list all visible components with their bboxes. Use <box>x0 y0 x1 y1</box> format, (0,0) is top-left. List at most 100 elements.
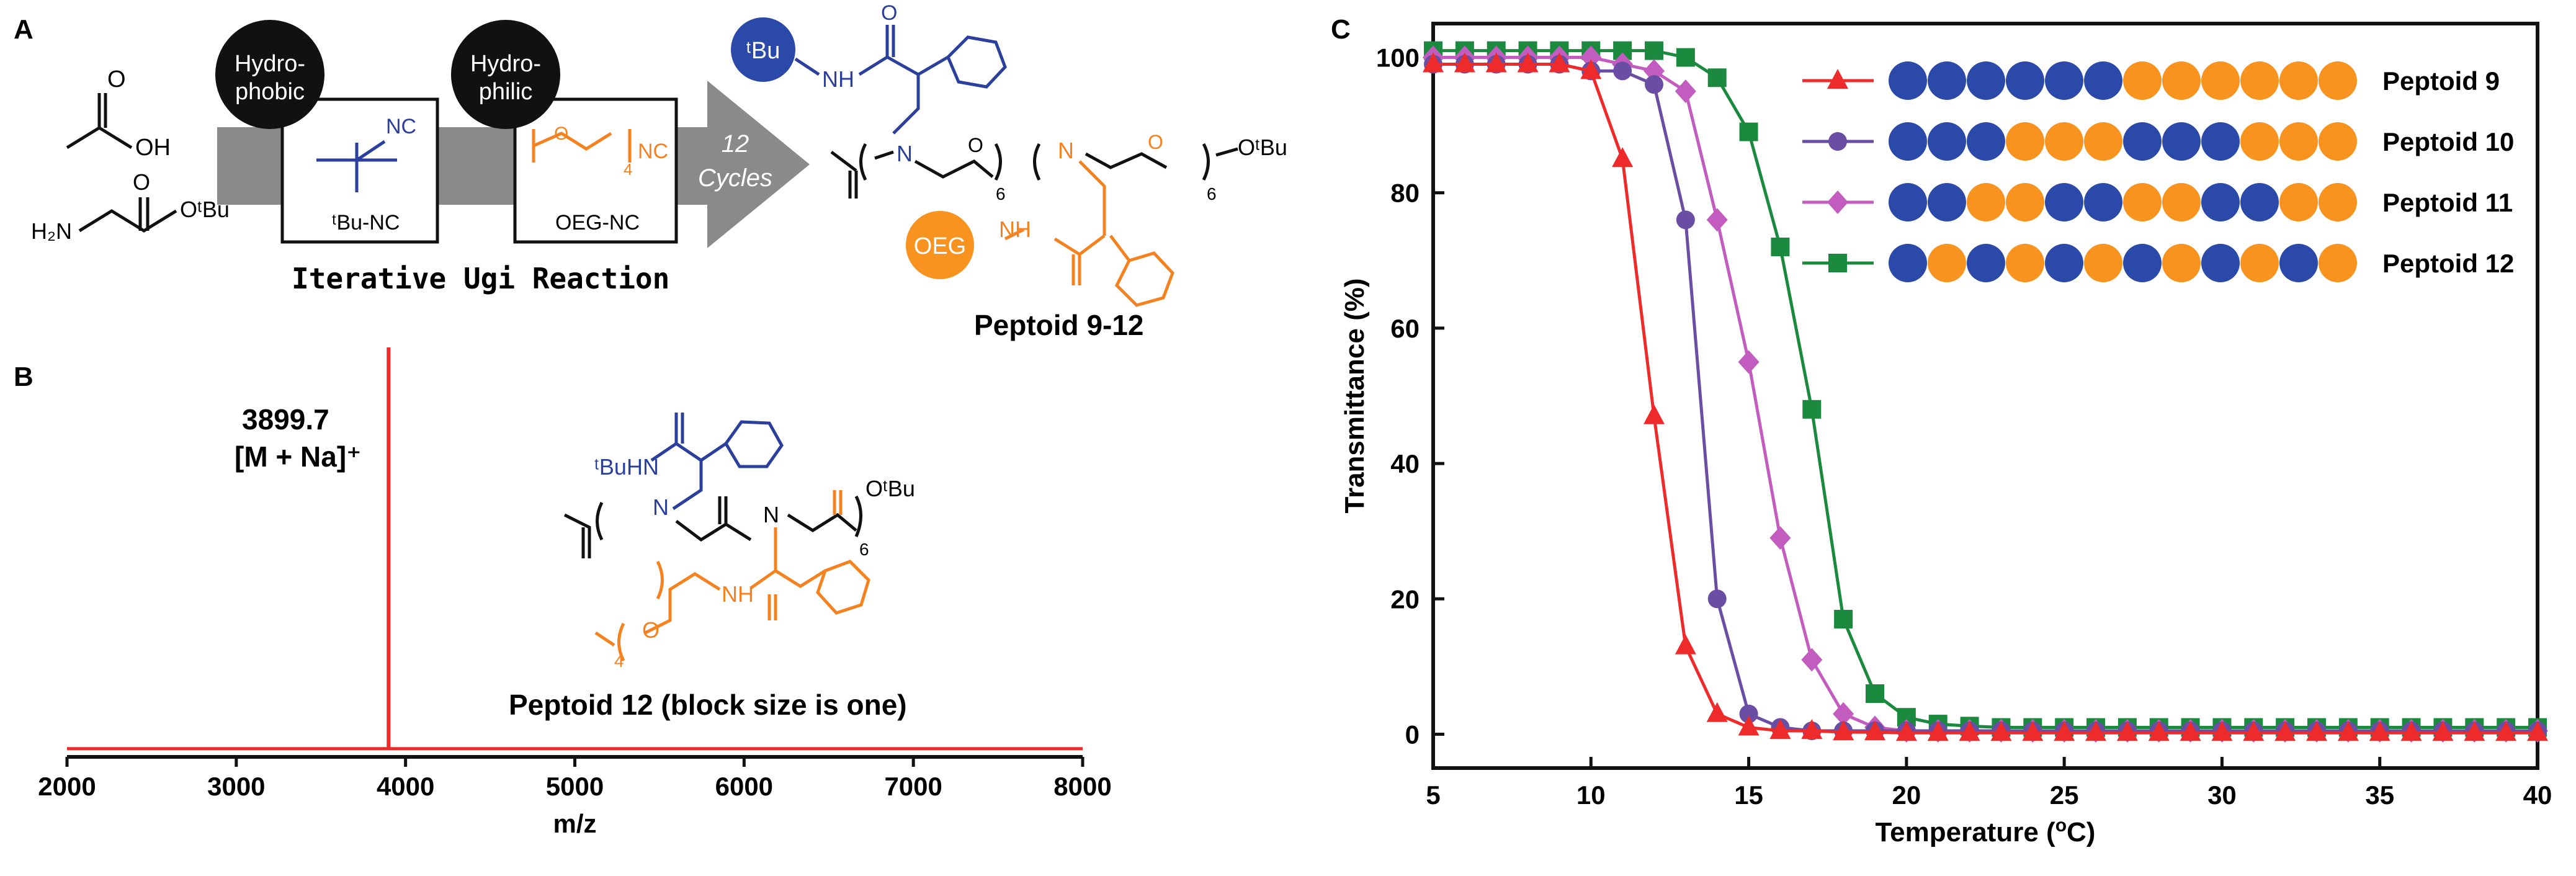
peptoid-12-repeat: 6 <box>859 540 869 559</box>
data-point <box>1676 210 1695 230</box>
tbu-block-label: ᵗBu <box>746 38 780 64</box>
tbu-nc-label: ᵗBu-NC <box>332 211 400 235</box>
cloud-point-chart: 5 10 15 20 25 30 35 40 0 20 40 60 80 100 Temperature (… <box>1339 22 2552 847</box>
monomer-circle <box>2006 61 2044 100</box>
monomer-circle <box>2084 122 2122 161</box>
data-point <box>1834 610 1853 628</box>
peptoid-12-structure <box>563 413 870 662</box>
data-point <box>2022 721 2044 741</box>
data-point <box>2432 721 2454 741</box>
peptoid-9-12-o-black: O <box>968 134 983 156</box>
hydrophilic-label-1: Hydro- <box>470 51 541 77</box>
y-axis-label: Transmittance (%) <box>1339 279 1370 514</box>
monomer-circle <box>1967 122 2005 161</box>
peak-ion-label: [M + Na]⁺ <box>235 440 361 473</box>
monomer-circle <box>2319 122 2357 161</box>
data-point <box>1423 52 1444 73</box>
cycles-label: Cycles <box>698 164 772 192</box>
y-tick-label: 40 <box>1390 449 1420 478</box>
data-point <box>1864 720 1885 741</box>
peak-value-label: 3899.7 <box>242 403 329 436</box>
hydrophobic-label-1: Hydro- <box>235 51 305 77</box>
data-point <box>1676 48 1695 67</box>
oeg-nc-group: NC <box>638 140 668 163</box>
monomer-circle <box>2084 183 2122 221</box>
data-point <box>1707 68 1727 87</box>
peptoid-9-12-label: Peptoid 9-12 <box>974 309 1144 341</box>
data-point <box>2148 721 2170 741</box>
legend-label: Peptoid 12 <box>2382 249 2514 278</box>
monomer-circle <box>2240 61 2279 100</box>
data-point <box>1739 704 1758 723</box>
legend-entry: Peptoid 10 <box>1802 122 2514 161</box>
data-point <box>1645 41 1663 60</box>
data-point <box>1959 721 1980 741</box>
ms-x-tick-label: 2000 <box>38 772 96 801</box>
ms-x-tick-label: 5000 <box>546 772 604 801</box>
data-point <box>1645 75 1663 94</box>
monomer-circle <box>2162 122 2201 161</box>
series-line <box>1433 62 2538 735</box>
data-point <box>1738 350 1760 374</box>
data-point <box>1739 122 1758 141</box>
ms-x-tick-label: 4000 <box>377 772 434 801</box>
oeg-block-circle <box>906 211 974 279</box>
y-tick-label: 0 <box>1405 720 1420 749</box>
monomer-circle <box>2279 61 2318 100</box>
peptoid-9-12-orange-sidechain <box>1004 160 1174 307</box>
peptoid-12-n-blue: N <box>653 494 669 520</box>
monomer-circle <box>2162 183 2201 221</box>
peptoid-12-caption: Peptoid 12 (block size is one) <box>509 689 907 721</box>
data-point <box>2400 721 2422 741</box>
data-point <box>1801 648 1823 672</box>
panel-b: B 3899.7 [M + Na]⁺ ᵗBuHN <box>14 347 1112 838</box>
data-point <box>1738 715 1760 736</box>
peptoid-12-tbuhn: ᵗBuHN <box>594 454 659 480</box>
acetic-acid-oh: OH <box>135 135 171 161</box>
monomer-circle <box>2123 183 2162 221</box>
peptoid-9-12-nh-orange: NH <box>999 217 1031 242</box>
x-tick-label: 40 <box>2523 780 2552 810</box>
data-point <box>1771 238 1790 256</box>
tbu-nc-group: NC <box>386 115 416 138</box>
monomer-circle <box>2319 244 2357 282</box>
peptoid-9-12-backbone <box>830 143 1238 199</box>
data-point <box>1706 208 1728 232</box>
oeg-nc-structure <box>532 129 632 163</box>
data-point <box>1644 404 1665 424</box>
panel-label-c: C <box>1331 14 1351 45</box>
monomer-circle <box>2201 244 2240 282</box>
peptoid-9-12-repeat: 6 <box>996 184 1006 203</box>
data-point <box>1866 684 1884 703</box>
data-point <box>2527 721 2548 741</box>
panel-a: A O OH H₂N O OᵗBu Hydro- phobic NC <box>14 1 1287 341</box>
data-point <box>2369 721 2390 741</box>
ms-x-tick-label: 8000 <box>1053 772 1111 801</box>
data-point <box>2274 721 2296 741</box>
hydrophilic-circle <box>451 20 560 129</box>
data-point <box>2495 721 2517 741</box>
y-tick-label: 80 <box>1390 179 1420 208</box>
peptoid-9-12-n-orange: N <box>1058 138 1074 163</box>
peptoid-9-12-ester: OᵗBu <box>1238 135 1287 160</box>
data-point <box>1833 720 1854 741</box>
series-peptoid-9 <box>1423 52 2548 741</box>
x-tick-label: 15 <box>1734 780 1763 810</box>
data-point <box>1706 702 1728 722</box>
data-point <box>1833 702 1854 726</box>
data-point <box>1675 79 1696 104</box>
monomer-circle <box>1967 61 2005 100</box>
glycine-ester-structure <box>78 197 177 233</box>
monomer-circle <box>1928 61 1966 100</box>
x-tick-label: 35 <box>2365 780 2394 810</box>
data-point <box>2054 721 2075 741</box>
tbu-block-circle <box>731 17 795 82</box>
monomer-circle <box>2279 244 2318 282</box>
peptoid-9-12-n-blue: N <box>897 141 913 166</box>
data-point <box>2243 721 2265 741</box>
data-point <box>1927 721 1949 741</box>
hydrophobic-label-2: phobic <box>235 79 305 105</box>
monomer-circle <box>2006 183 2044 221</box>
monomer-circle <box>1967 244 2005 282</box>
